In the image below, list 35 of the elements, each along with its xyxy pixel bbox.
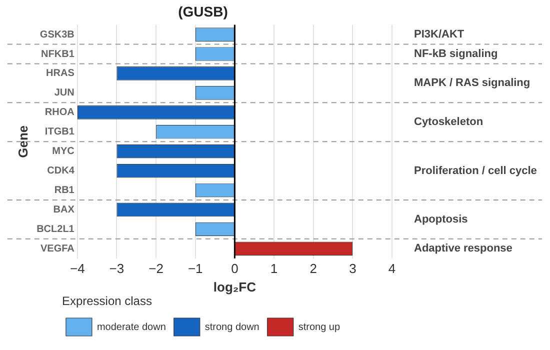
y-tick-label: BCL2L1	[36, 224, 75, 235]
legend-label: strong down	[204, 322, 260, 333]
y-tick-label: VEGFA	[40, 243, 74, 254]
y-axis-title: Gene	[15, 125, 30, 158]
y-tick-label: RHOA	[44, 107, 74, 118]
text: Adaptive response	[414, 242, 512, 255]
y-tick-label: GSK3B	[40, 29, 74, 40]
y-tick-label: CDK4	[47, 166, 75, 177]
y-tick-label: MYC	[52, 146, 74, 158]
chart-title: (GUSB)	[178, 3, 228, 20]
legend-label: moderate down	[96, 322, 166, 333]
text: NF-kB signaling	[414, 48, 498, 60]
text: Apoptosis	[414, 214, 468, 226]
y-tick-label: RB1	[54, 185, 75, 196]
text: MAPK / RAS signaling	[414, 77, 530, 90]
x-tick-label: −2	[148, 260, 164, 276]
y-tick-label: JUN	[54, 88, 74, 99]
y-tick-label: BAX	[53, 204, 75, 216]
x-tick-label: −1	[188, 260, 203, 276]
legend-title: Expression class	[62, 294, 152, 308]
x-tick-label: 2	[310, 260, 317, 276]
text: Cytoskeleton	[414, 116, 484, 128]
text: PI3K/AKT	[414, 28, 464, 41]
x-tick-label: 3	[349, 260, 356, 276]
legend-label: strong up	[298, 322, 340, 333]
y-tick-label: NFKB1	[41, 48, 75, 60]
x-tick-label: 1	[270, 260, 278, 276]
x-axis-title: log₂FC	[213, 279, 257, 294]
x-tick-label: 4	[388, 260, 396, 276]
x-tick-label: −3	[109, 260, 124, 276]
x-tick-label: −4	[70, 260, 85, 276]
y-tick-label: HRAS	[46, 68, 75, 80]
text: Proliferation / cell cycle	[414, 164, 537, 177]
y-tick-label: ITGB1	[44, 126, 75, 138]
x-tick-label: 0	[231, 260, 238, 276]
